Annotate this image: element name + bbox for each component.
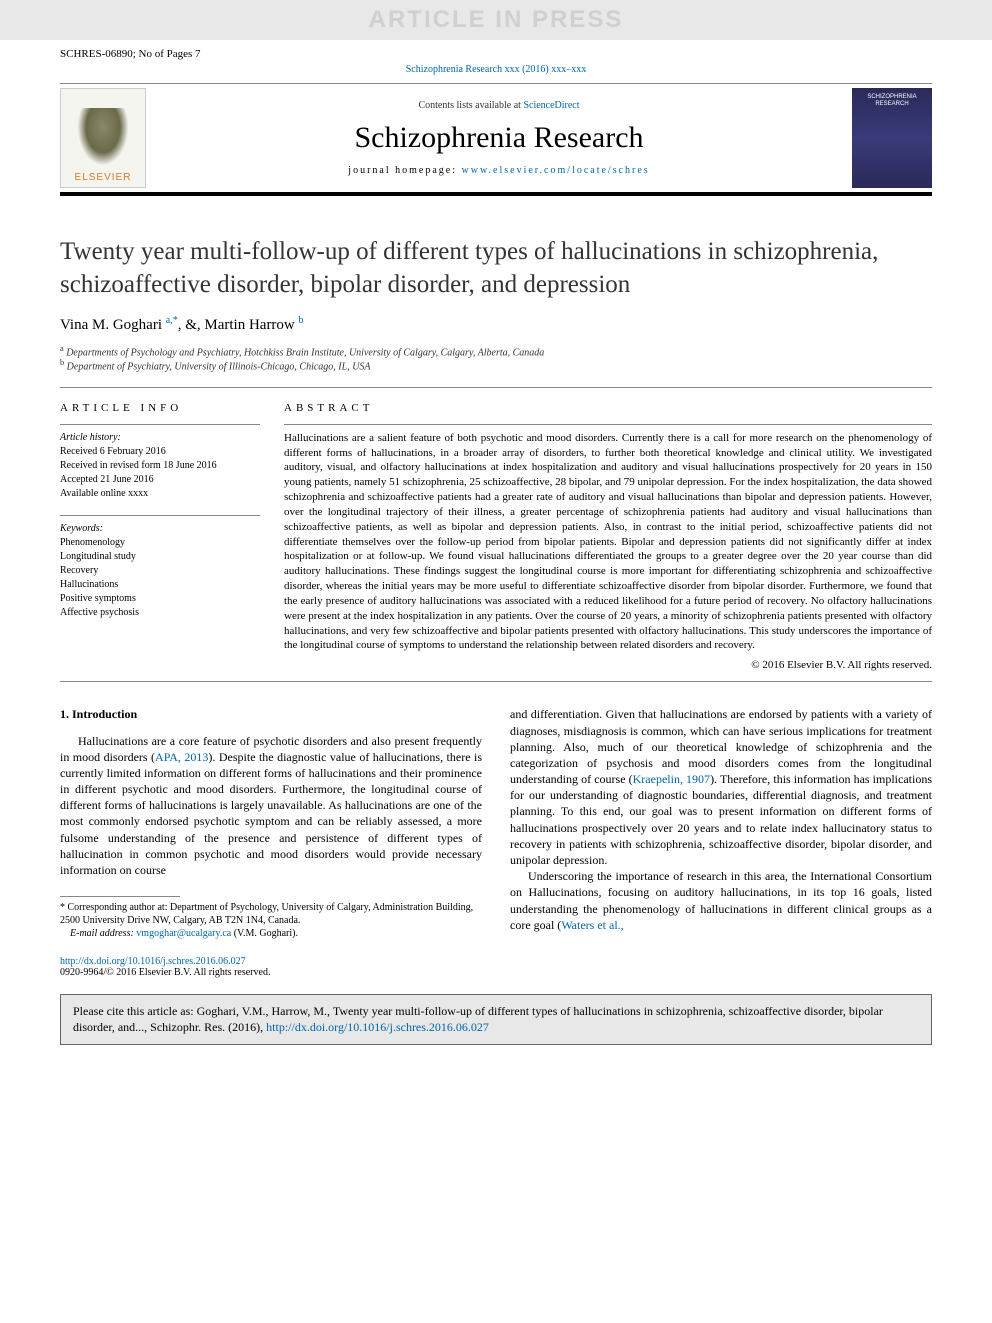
masthead-center: Contents lists available at ScienceDirec… bbox=[162, 100, 836, 176]
affil-b-text: Department of Psychiatry, University of … bbox=[64, 362, 370, 373]
doi-link[interactable]: http://dx.doi.org/10.1016/j.schres.2016.… bbox=[60, 956, 246, 967]
masthead: ELSEVIER Contents lists available at Sci… bbox=[0, 84, 992, 192]
footnote-separator bbox=[60, 896, 180, 897]
author-1: Vina M. Goghari bbox=[60, 317, 166, 333]
divider bbox=[60, 424, 260, 425]
affil-a-text: Departments of Psychology and Psychiatry… bbox=[64, 347, 545, 358]
divider bbox=[60, 515, 260, 516]
email-suffix: (V.M. Goghari). bbox=[231, 928, 298, 939]
citation-link[interactable]: Kraepelin, 1907 bbox=[633, 772, 710, 786]
doi-block: http://dx.doi.org/10.1016/j.schres.2016.… bbox=[0, 950, 992, 988]
email-footnote: E-mail address: vmgoghar@ucalgary.ca (V.… bbox=[60, 927, 482, 940]
elsevier-label: ELSEVIER bbox=[75, 172, 132, 183]
intro-paragraph-1: Hallucinations are a core feature of psy… bbox=[60, 733, 482, 879]
info-abstract-row: article info Article history: Received 6… bbox=[0, 388, 992, 682]
journal-title: Schizophrenia Research bbox=[162, 121, 836, 155]
history-received: Received 6 February 2016 bbox=[60, 445, 260, 459]
body-col-left: 1. Introduction Hallucinations are a cor… bbox=[60, 706, 482, 940]
email-label: E-mail address: bbox=[70, 928, 136, 939]
abstract-text: Hallucinations are a salient feature of … bbox=[284, 431, 932, 654]
issn-copyright: 0920-9964/© 2016 Elsevier B.V. All right… bbox=[60, 967, 932, 978]
article-history: Article history: Received 6 February 201… bbox=[60, 431, 260, 501]
contents-prefix: Contents lists available at bbox=[418, 100, 523, 111]
p1b: ). Despite the diagnostic value of hallu… bbox=[60, 750, 482, 877]
footnote-corr-text: Corresponding author at: Department of P… bbox=[60, 902, 473, 926]
elsevier-logo: ELSEVIER bbox=[60, 88, 146, 188]
intro-paragraph-2: Underscoring the importance of research … bbox=[510, 868, 932, 933]
author-1-affil-link[interactable]: a, bbox=[166, 315, 173, 326]
article-title: Twenty year multi-follow-up of different… bbox=[0, 196, 992, 315]
sciencedirect-link[interactable]: ScienceDirect bbox=[523, 100, 579, 111]
citation-link[interactable]: Waters et al., bbox=[561, 918, 623, 932]
homepage-link[interactable]: www.elsevier.com/locate/schres bbox=[462, 165, 650, 176]
keyword: Positive symptoms bbox=[60, 592, 260, 606]
cover-label-1: SCHIZOPHRENIA bbox=[867, 94, 916, 101]
affiliations: a Departments of Psychology and Psychiat… bbox=[0, 344, 992, 387]
intro-paragraph-1-cont: and differentiation. Given that hallucin… bbox=[510, 706, 932, 868]
citation-box: Please cite this article as: Goghari, V.… bbox=[60, 994, 932, 1044]
affiliation-a: a Departments of Psychology and Psychiat… bbox=[60, 344, 932, 358]
journal-ref-link[interactable]: Schizophrenia Research xxx (2016) xxx–xx… bbox=[406, 64, 587, 75]
watermark-band: ARTICLE IN PRESS bbox=[0, 0, 992, 40]
abstract-copyright: © 2016 Elsevier B.V. All rights reserved… bbox=[284, 659, 932, 671]
keywords-block: Keywords: Phenomenology Longitudinal stu… bbox=[60, 522, 260, 620]
body-columns: 1. Introduction Hallucinations are a cor… bbox=[0, 682, 992, 950]
abstract-column: abstract Hallucinations are a salient fe… bbox=[284, 402, 932, 672]
author-sep: , &, bbox=[178, 317, 205, 333]
journal-reference: Schizophrenia Research xxx (2016) xxx–xx… bbox=[0, 64, 992, 83]
email-link[interactable]: vmgoghar@ucalgary.ca bbox=[136, 928, 231, 939]
cover-label-2: RESEARCH bbox=[875, 101, 908, 108]
abstract-head: abstract bbox=[284, 402, 932, 414]
p2b: ). Therefore, this information has impli… bbox=[510, 772, 932, 867]
author-2: Martin Harrow bbox=[204, 317, 298, 333]
citation-link[interactable]: APA, 2013 bbox=[155, 750, 208, 764]
doc-id-row: SCHRES-06890; No of Pages 7 bbox=[0, 40, 992, 64]
watermark-text: ARTICLE IN PRESS bbox=[369, 6, 624, 34]
elsevier-tree-icon bbox=[73, 108, 133, 172]
corresponding-author-footnote: * Corresponding author at: Department of… bbox=[60, 901, 482, 927]
keyword: Hallucinations bbox=[60, 578, 260, 592]
history-online: Available online xxxx bbox=[60, 487, 260, 501]
keyword: Affective psychosis bbox=[60, 606, 260, 620]
history-revised: Received in revised form 18 June 2016 bbox=[60, 459, 260, 473]
journal-cover: SCHIZOPHRENIA RESEARCH bbox=[852, 88, 932, 188]
affiliation-b: b Department of Psychiatry, University o… bbox=[60, 358, 932, 372]
article-info-head: article info bbox=[60, 402, 260, 414]
homepage-prefix: journal homepage: bbox=[348, 165, 461, 176]
doc-id: SCHRES-06890; No of Pages 7 bbox=[60, 48, 932, 60]
keyword: Longitudinal study bbox=[60, 550, 260, 564]
author-2-affil-link[interactable]: b bbox=[299, 315, 304, 326]
contents-line: Contents lists available at ScienceDirec… bbox=[162, 100, 836, 111]
body-col-right: and differentiation. Given that hallucin… bbox=[510, 706, 932, 940]
history-label: Article history: bbox=[60, 431, 260, 445]
article-info-column: article info Article history: Received 6… bbox=[60, 402, 260, 672]
cite-doi-link[interactable]: http://dx.doi.org/10.1016/j.schres.2016.… bbox=[266, 1020, 489, 1034]
history-accepted: Accepted 21 June 2016 bbox=[60, 473, 260, 487]
keyword: Phenomenology bbox=[60, 536, 260, 550]
keywords-label: Keywords: bbox=[60, 522, 260, 536]
authors: Vina M. Goghari a,*, &, Martin Harrow b bbox=[0, 315, 992, 344]
keyword: Recovery bbox=[60, 564, 260, 578]
section-head-intro: 1. Introduction bbox=[60, 706, 482, 722]
divider bbox=[284, 424, 932, 425]
homepage-line: journal homepage: www.elsevier.com/locat… bbox=[162, 165, 836, 176]
